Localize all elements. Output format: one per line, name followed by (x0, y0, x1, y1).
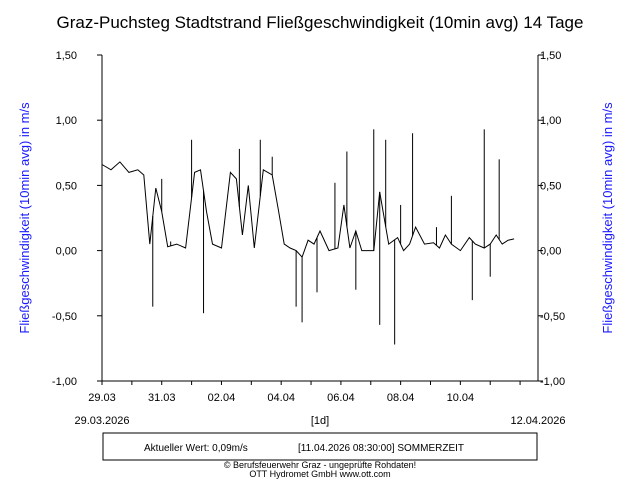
y-tick-label: -1,00 (52, 376, 77, 388)
y-axis-label-left: Fließgeschwindigkeit (10min avg) in m/s (17, 102, 32, 334)
y-tick-label: 1,50 (56, 50, 77, 62)
y-tick-label: 0,50 (56, 180, 77, 192)
y-tick-label: 0,50 (540, 180, 561, 192)
y-tick-label: -0,50 (540, 311, 565, 323)
x-tick-label: 10.04 (447, 392, 475, 404)
footer-copyright: © Berufsfeuerwehr Graz - ungeprüfte Rohd… (224, 460, 416, 470)
y-tick-label: -0,50 (52, 311, 77, 323)
y-tick-label: 0,00 (540, 246, 561, 258)
x-tick-label: 08.04 (387, 392, 415, 404)
x-start-date: 29.03.2026 (74, 415, 129, 427)
y-tick-label: -1,00 (540, 376, 565, 388)
x-tick-label: 29.03 (88, 392, 116, 404)
x-axis: 29.03 31.03 02.04 04.04 06.04 08.04 10.04 (88, 381, 521, 404)
timestamp: [11.04.2026 08:30:00] SOMMERZEIT (298, 443, 464, 454)
y-tick-label: 1,00 (540, 115, 561, 127)
footer-vendor: OTT Hydromet GmbH www.ott.com (249, 469, 390, 479)
series-line (101, 161, 515, 259)
y-tick-label: 1,50 (540, 50, 561, 62)
y-axis-left: -1,00 -0,50 0,00 0,50 1,00 1,50 (52, 50, 102, 388)
y-axis-right: -1,00 -0,50 0,00 0,50 1,00 1,50 (538, 50, 565, 388)
x-tick-label: 02.04 (208, 392, 236, 404)
y-axis-label-right: Fließgeschwindigkeit (10min avg) in m/s (600, 102, 615, 334)
y-tick-label: 1,00 (56, 115, 77, 127)
current-value: Aktueller Wert: 0,09m/s (144, 443, 248, 454)
x-end-date: 12.04.2026 (510, 415, 565, 427)
x-axis-label: [1d] (311, 415, 329, 427)
x-tick-label: 31.03 (148, 392, 176, 404)
info-box (102, 432, 538, 461)
x-tick-label: 04.04 (267, 392, 295, 404)
series-group (101, 129, 515, 345)
chart-title: Graz-Puchsteg Stadtstrand Fließgeschwind… (57, 13, 584, 32)
x-tick-label: 06.04 (327, 392, 355, 404)
y-tick-label: 0,00 (56, 246, 77, 258)
